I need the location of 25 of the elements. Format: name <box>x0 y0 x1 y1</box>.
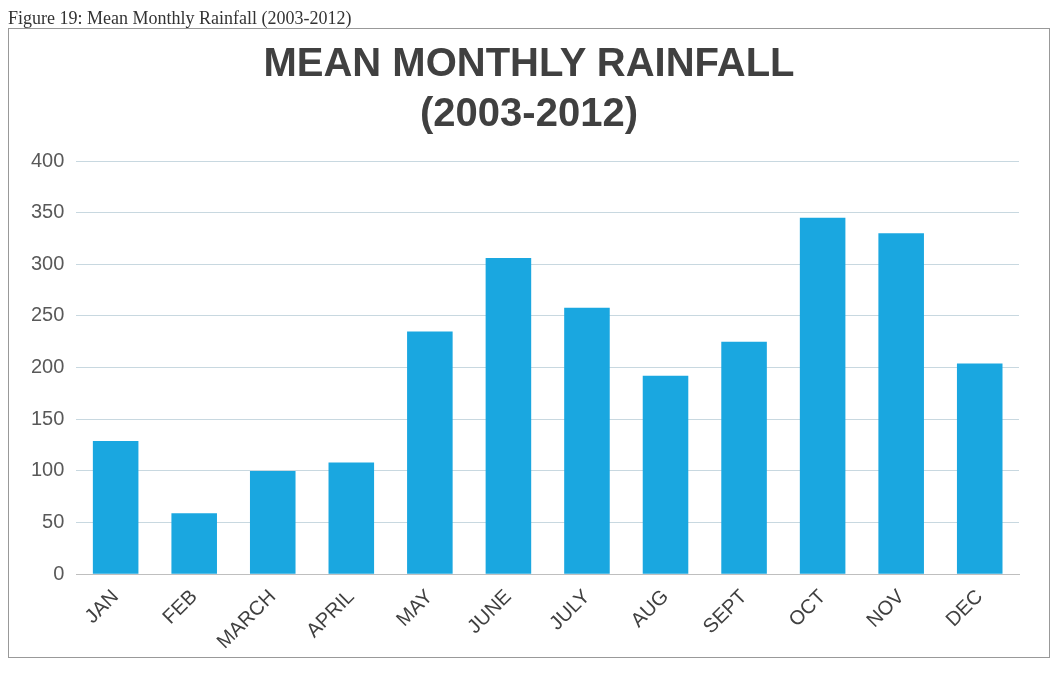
y-tick-label: 250 <box>30 303 65 326</box>
bar <box>642 375 689 574</box>
caption: Figure 19: Mean Monthly Rainfall (2003-2012) <box>8 8 353 28</box>
bar <box>799 217 846 574</box>
bar <box>328 462 375 574</box>
x-tick-label: JAN <box>80 584 123 628</box>
y-tick-label: 400 <box>30 148 65 171</box>
y-tick-label: 100 <box>30 458 65 481</box>
chart-title: MEAN MONTHLY RAINFALL (2003-2012) <box>262 39 796 136</box>
bar <box>485 258 532 574</box>
bar <box>407 331 453 574</box>
bar <box>92 440 139 574</box>
bar <box>721 341 767 574</box>
y-tick-label: 0 <box>53 561 65 584</box>
bar <box>249 470 296 574</box>
x-tick-label: FEB <box>157 584 201 628</box>
bar <box>171 513 217 574</box>
y-tick-label: 50 <box>42 510 65 533</box>
bar <box>956 363 1003 574</box>
y-tick-label: 300 <box>30 251 65 274</box>
bar <box>878 233 924 574</box>
y-tick-label: 200 <box>30 355 65 378</box>
bar <box>564 307 610 574</box>
y-tick-label: 150 <box>30 406 65 429</box>
y-tick-label: 350 <box>30 200 65 223</box>
